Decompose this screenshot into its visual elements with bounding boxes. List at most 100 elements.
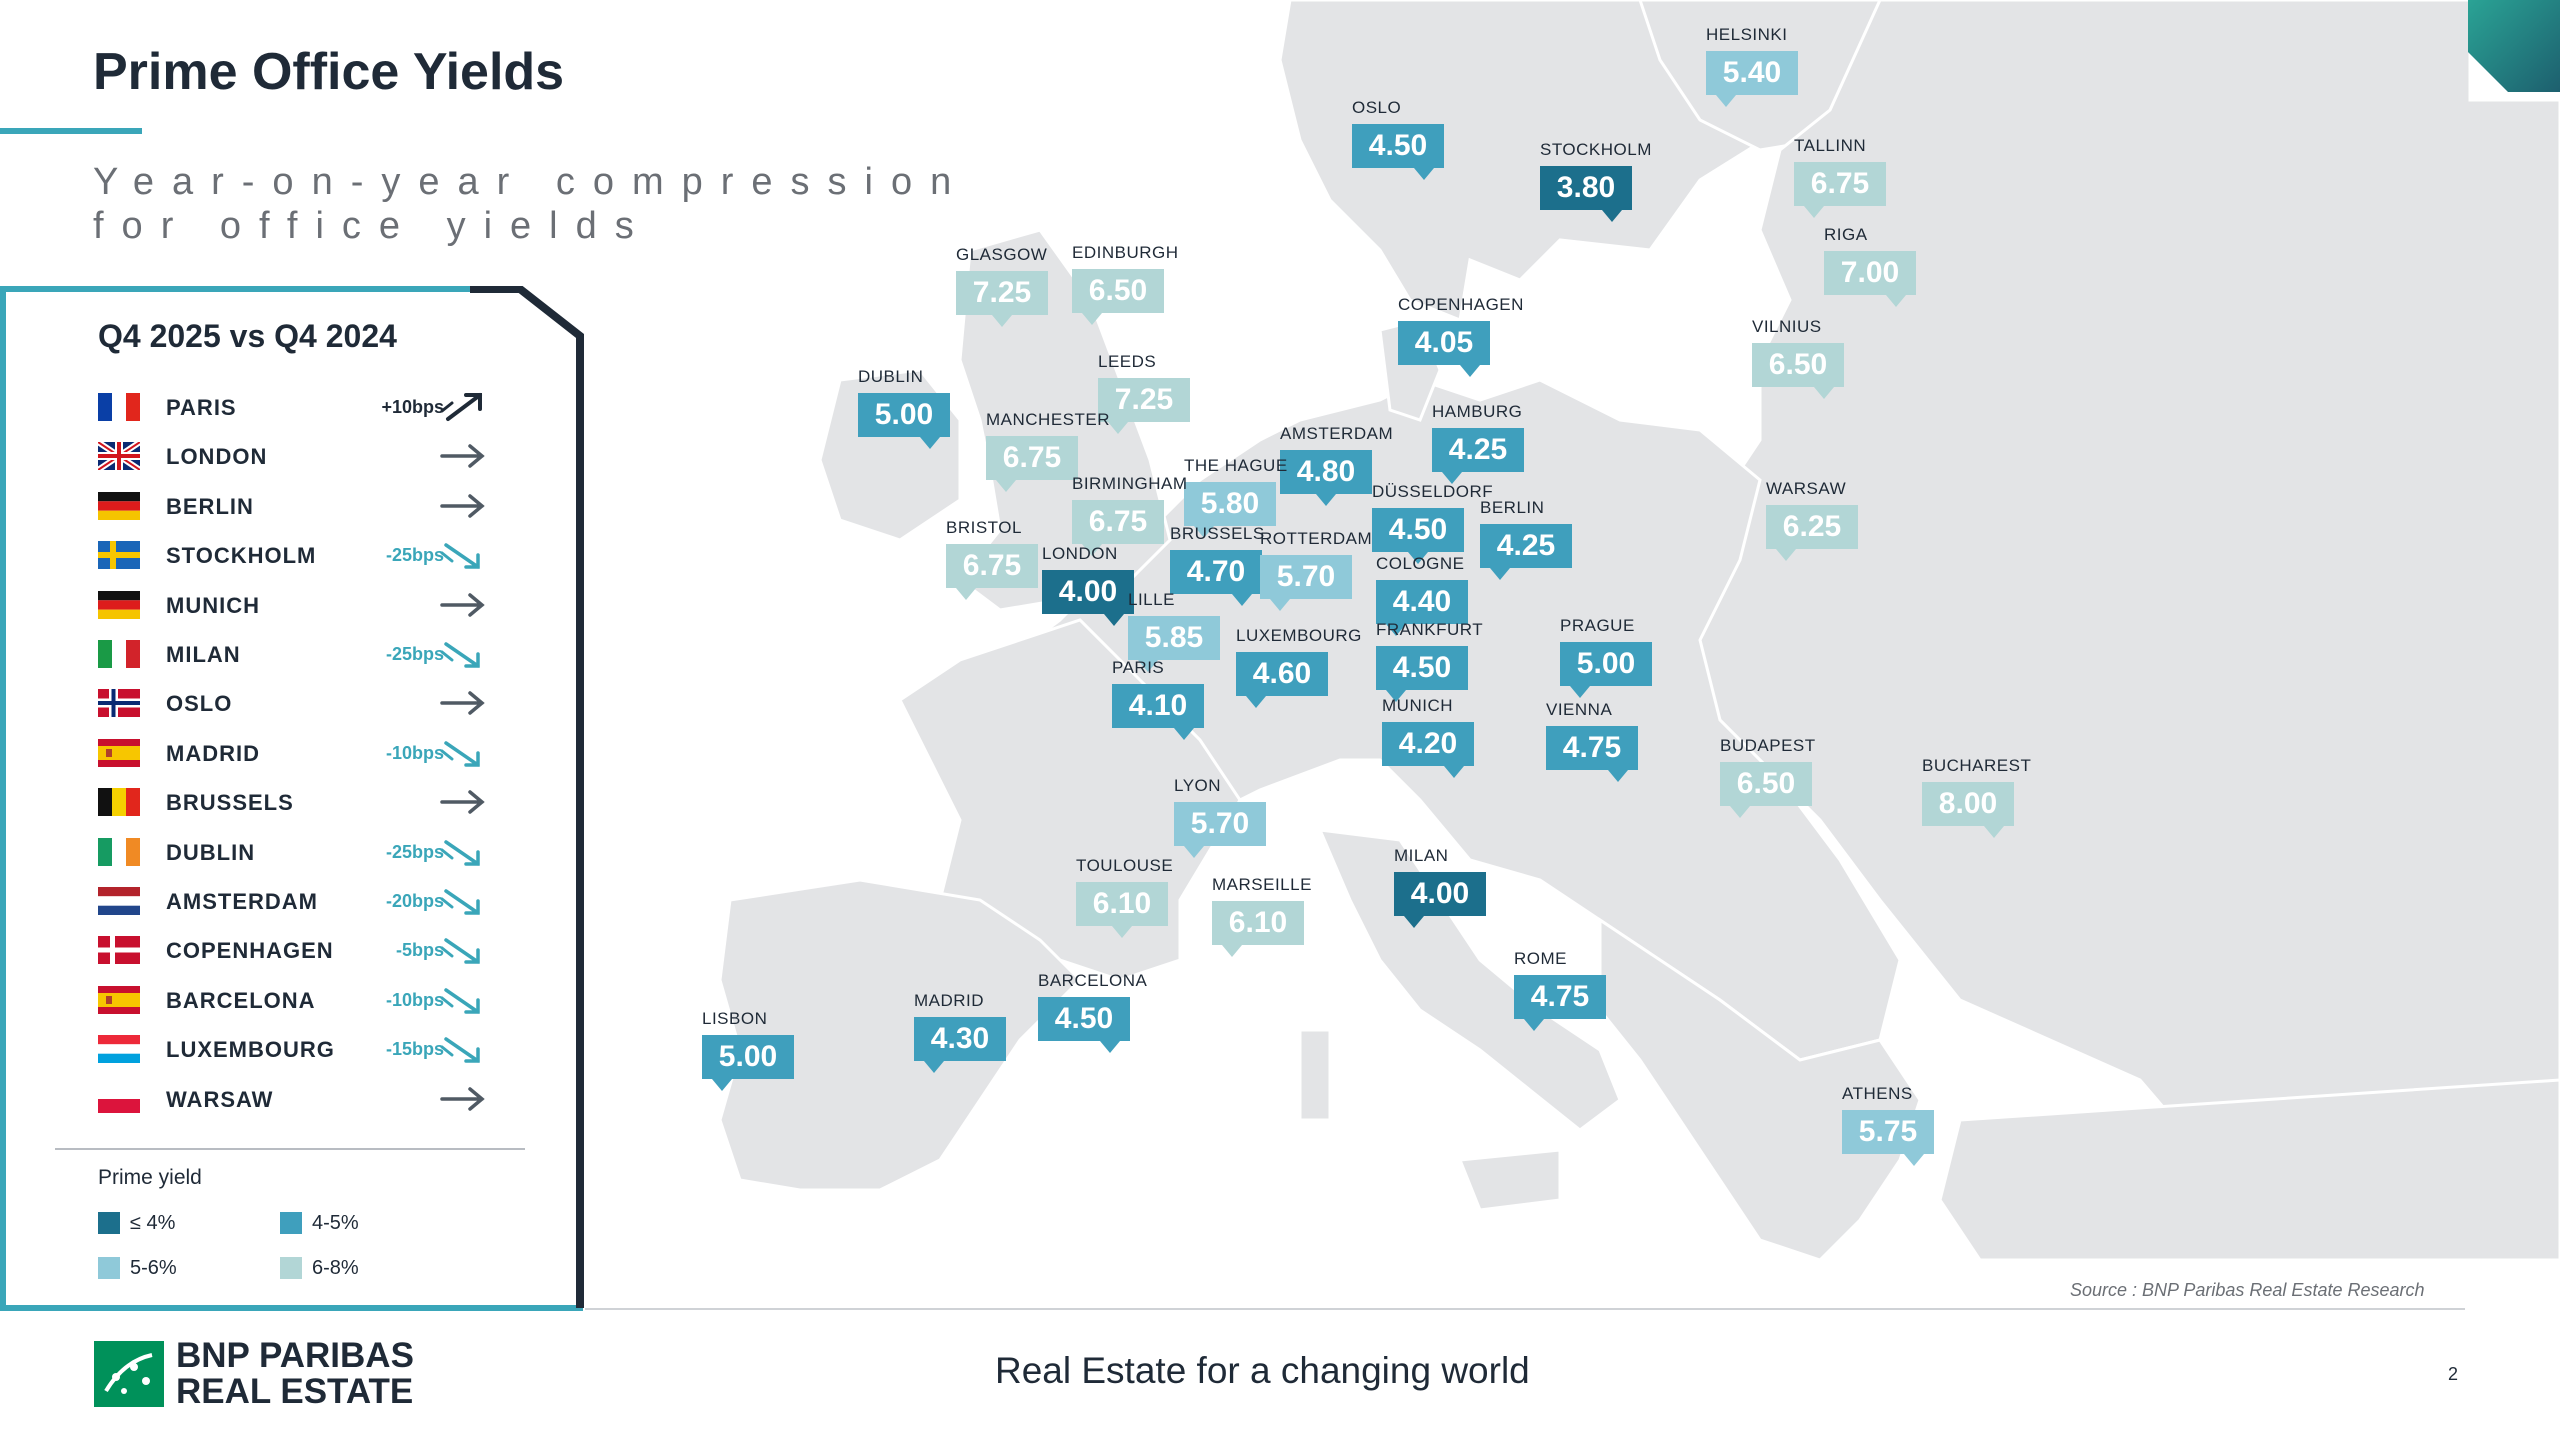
panel-frame <box>0 286 584 1311</box>
yield-marker[interactable]: 4.60 <box>1236 652 1328 708</box>
city-label: GLASGOW <box>956 245 1048 264</box>
change-label: -5bps <box>395 940 444 961</box>
yield-marker[interactable]: 6.10 <box>1212 901 1304 957</box>
arrow-down-icon <box>438 537 488 573</box>
yield-marker[interactable]: 4.20 <box>1382 722 1474 778</box>
yield-marker[interactable]: 8.00 <box>1922 782 2014 838</box>
row-city-label: WARSAW <box>166 1086 274 1112</box>
bnp-logo-icon <box>94 1341 164 1407</box>
legend-label: 6-8% <box>312 1257 359 1279</box>
row-city-label: DUBLIN <box>166 839 256 865</box>
yield-marker[interactable]: 5.00 <box>702 1035 794 1091</box>
legend-swatch <box>98 1212 120 1234</box>
yield-marker[interactable]: 6.50 <box>1752 343 1844 399</box>
city-label: PARIS <box>1112 658 1165 677</box>
flag-pl-icon <box>98 1084 140 1113</box>
trend-indicator: -25bps <box>378 832 488 872</box>
arrow-down-icon <box>438 883 488 919</box>
city-label: LONDON <box>1042 544 1118 563</box>
yield-marker[interactable]: 4.75 <box>1514 975 1606 1031</box>
yield-marker[interactable]: 4.25 <box>1480 524 1572 580</box>
yield-marker[interactable]: 5.70 <box>1260 555 1352 611</box>
legend-label: 4-5% <box>312 1212 359 1234</box>
list-item: DUBLIN -25bps <box>98 832 488 872</box>
city-label: MUNICH <box>1382 696 1453 715</box>
yield-marker[interactable]: 6.10 <box>1076 882 1168 938</box>
city-label: EDINBURGH <box>1072 243 1179 262</box>
trend-indicator: -10bps <box>378 733 488 773</box>
yield-marker[interactable]: 4.50 <box>1376 646 1468 702</box>
yield-marker[interactable]: 4.40 <box>1376 580 1468 636</box>
list-item: LUXEMBOURG -15bps <box>98 1029 488 1069</box>
yield-marker[interactable]: 4.80 <box>1280 450 1372 506</box>
change-label: -15bps <box>385 1039 444 1060</box>
yield-marker[interactable]: 6.75 <box>1072 500 1164 556</box>
city-label: BRUSSELS <box>1170 524 1265 543</box>
trend-indicator: -25bps <box>378 634 488 674</box>
arrow-right-icon <box>438 488 488 524</box>
flag-uk-icon <box>98 442 140 471</box>
flag-de-icon <box>98 590 140 619</box>
trend-indicator: -25bps <box>378 535 488 575</box>
flag-be-icon <box>98 788 140 817</box>
city-label: COLOGNE <box>1376 554 1465 573</box>
row-city-label: MADRID <box>166 740 260 766</box>
change-label: -25bps <box>385 841 444 862</box>
arrow-down-icon <box>438 932 488 968</box>
yield-marker[interactable]: 4.50 <box>1038 997 1130 1053</box>
yield-marker[interactable]: 5.75 <box>1842 1110 1934 1166</box>
city-label: BERLIN <box>1480 498 1545 517</box>
yield-marker[interactable]: 4.75 <box>1546 726 1638 782</box>
yield-marker[interactable]: 6.50 <box>1720 762 1812 818</box>
yield-marker[interactable]: 4.00 <box>1042 570 1134 626</box>
yield-marker[interactable]: 4.25 <box>1432 428 1524 484</box>
yield-marker[interactable]: 7.25 <box>1098 378 1190 434</box>
yield-marker[interactable]: 5.85 <box>1128 616 1220 672</box>
city-label: STOCKHOLM <box>1540 140 1652 159</box>
yield-marker[interactable]: 6.25 <box>1766 505 1858 561</box>
trend-indicator: -5bps <box>378 930 488 970</box>
trend-indicator: -15bps <box>378 1029 488 1069</box>
change-label: -20bps <box>385 891 444 911</box>
arrow-right-icon <box>438 438 488 474</box>
arrow-down-icon <box>438 636 488 672</box>
yield-marker[interactable]: 3.80 <box>1540 166 1632 222</box>
logo-wordmark: BNP PARIBAS REAL ESTATE <box>176 1338 414 1410</box>
trend-indicator <box>378 436 488 476</box>
flag-it-icon <box>98 640 140 668</box>
city-label: MADRID <box>914 991 985 1010</box>
change-label: -25bps <box>385 545 444 566</box>
yield-marker[interactable]: 6.75 <box>986 436 1078 492</box>
arrow-right-icon <box>438 784 488 820</box>
yield-marker[interactable]: 4.10 <box>1112 684 1204 740</box>
yield-marker[interactable]: 6.50 <box>1072 269 1164 325</box>
list-item: WARSAW <box>98 1079 488 1119</box>
city-label: HAMBURG <box>1432 402 1523 421</box>
list-item: OSLO <box>98 683 488 723</box>
yield-marker[interactable]: 5.00 <box>858 393 950 449</box>
row-city-label: BARCELONA <box>166 987 316 1013</box>
yield-marker[interactable]: 4.50 <box>1352 124 1444 180</box>
row-city-label: AMSTERDAM <box>166 889 318 914</box>
flag-se-icon <box>98 541 140 570</box>
yield-marker[interactable]: 5.80 <box>1184 482 1276 538</box>
yield-marker[interactable]: 4.05 <box>1398 321 1490 377</box>
yield-marker[interactable]: 4.70 <box>1170 550 1262 606</box>
yield-marker[interactable]: 6.75 <box>1794 162 1886 218</box>
yield-marker[interactable]: 4.00 <box>1394 872 1486 928</box>
city-label: VILNIUS <box>1752 317 1822 336</box>
yield-marker[interactable]: 7.25 <box>956 271 1048 327</box>
yield-marker[interactable]: 4.30 <box>914 1017 1006 1073</box>
yield-marker[interactable]: 5.00 <box>1560 642 1652 698</box>
yield-marker[interactable]: 5.70 <box>1174 802 1266 858</box>
city-label: LILLE <box>1128 590 1175 609</box>
arrow-up-icon <box>438 389 488 425</box>
yield-marker[interactable]: 7.00 <box>1824 251 1916 307</box>
flag-dk-icon <box>98 936 140 965</box>
legend-divider <box>55 1148 525 1150</box>
yield-marker[interactable]: 4.50 <box>1372 508 1464 564</box>
row-city-label: BERLIN <box>166 493 254 519</box>
yield-marker[interactable]: 5.40 <box>1706 51 1798 107</box>
city-label: RIGA <box>1824 225 1868 244</box>
yield-marker[interactable]: 6.75 <box>946 544 1038 600</box>
